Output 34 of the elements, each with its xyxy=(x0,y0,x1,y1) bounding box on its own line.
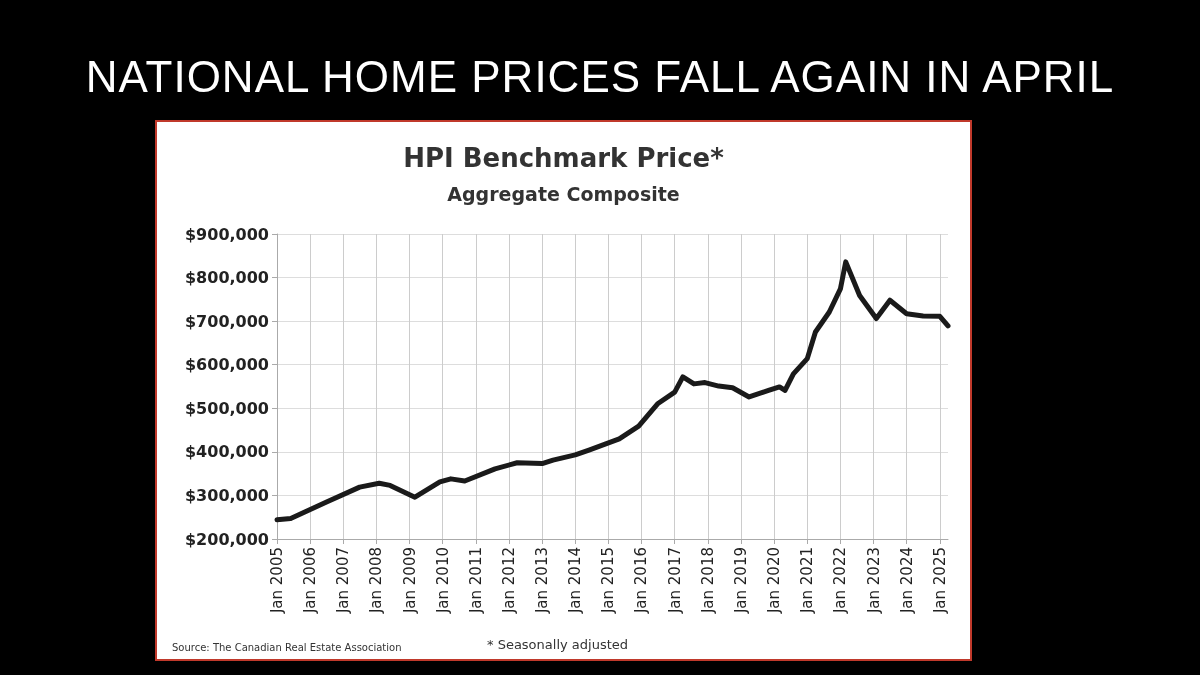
x-tick-label: Jan 2008 xyxy=(367,547,386,615)
x-tick-label: Jan 2009 xyxy=(400,547,419,615)
y-tick-label: $600,000 xyxy=(184,355,269,375)
text: * Seasonally adjusted xyxy=(487,637,629,652)
x-tick-label: Jan 2017 xyxy=(665,547,684,615)
chart-title: NATIONAL HOME PRICES FALL AGAIN IN APRIL xyxy=(84,52,1116,102)
x-tick-label: Jan 2025 xyxy=(930,547,949,615)
x-tick-label: Jan 2006 xyxy=(301,547,320,615)
y-tick-label: $400,000 xyxy=(184,442,269,462)
chart-subtitle: HPI Benchmark Price* xyxy=(403,143,725,173)
x-tick-label: Jan 2021 xyxy=(798,547,817,615)
y-tick-label: $200,000 xyxy=(184,529,269,549)
x-tick-label: Jan 2015 xyxy=(599,547,618,615)
x-tick-label: Jan 2020 xyxy=(765,547,784,615)
x-tick-label: Jan 2007 xyxy=(334,547,353,615)
y-tick-label: $800,000 xyxy=(184,268,269,288)
x-tick-label: Jan 2012 xyxy=(499,547,518,615)
text: Aggregate Composite xyxy=(447,182,680,205)
x-tick-label: Jan 2010 xyxy=(433,547,452,615)
y-tick-label: $300,000 xyxy=(184,485,269,505)
x-tick-label: Jan 2018 xyxy=(698,547,717,615)
x-tick-label: Jan 2022 xyxy=(831,547,850,615)
x-tick-label: Jan 2016 xyxy=(632,547,651,615)
x-tick-label: Jan 2023 xyxy=(864,547,883,615)
y-tick-label: $700,000 xyxy=(184,311,269,331)
x-tick-label: Jan 2005 xyxy=(268,547,286,615)
x-tick-label: Jan 2011 xyxy=(466,547,485,615)
x-tick-label: Jan 2014 xyxy=(566,547,585,615)
source-note: Source: The Canadian Real Estate Association xyxy=(172,641,402,653)
y-tick-label: $500,000 xyxy=(184,398,269,418)
y-tick-label: $900,000 xyxy=(184,224,269,244)
x-tick-label: Jan 2013 xyxy=(533,547,552,615)
x-tick-label: Jan 2024 xyxy=(897,547,916,615)
x-tick-label: Jan 2019 xyxy=(731,547,750,615)
